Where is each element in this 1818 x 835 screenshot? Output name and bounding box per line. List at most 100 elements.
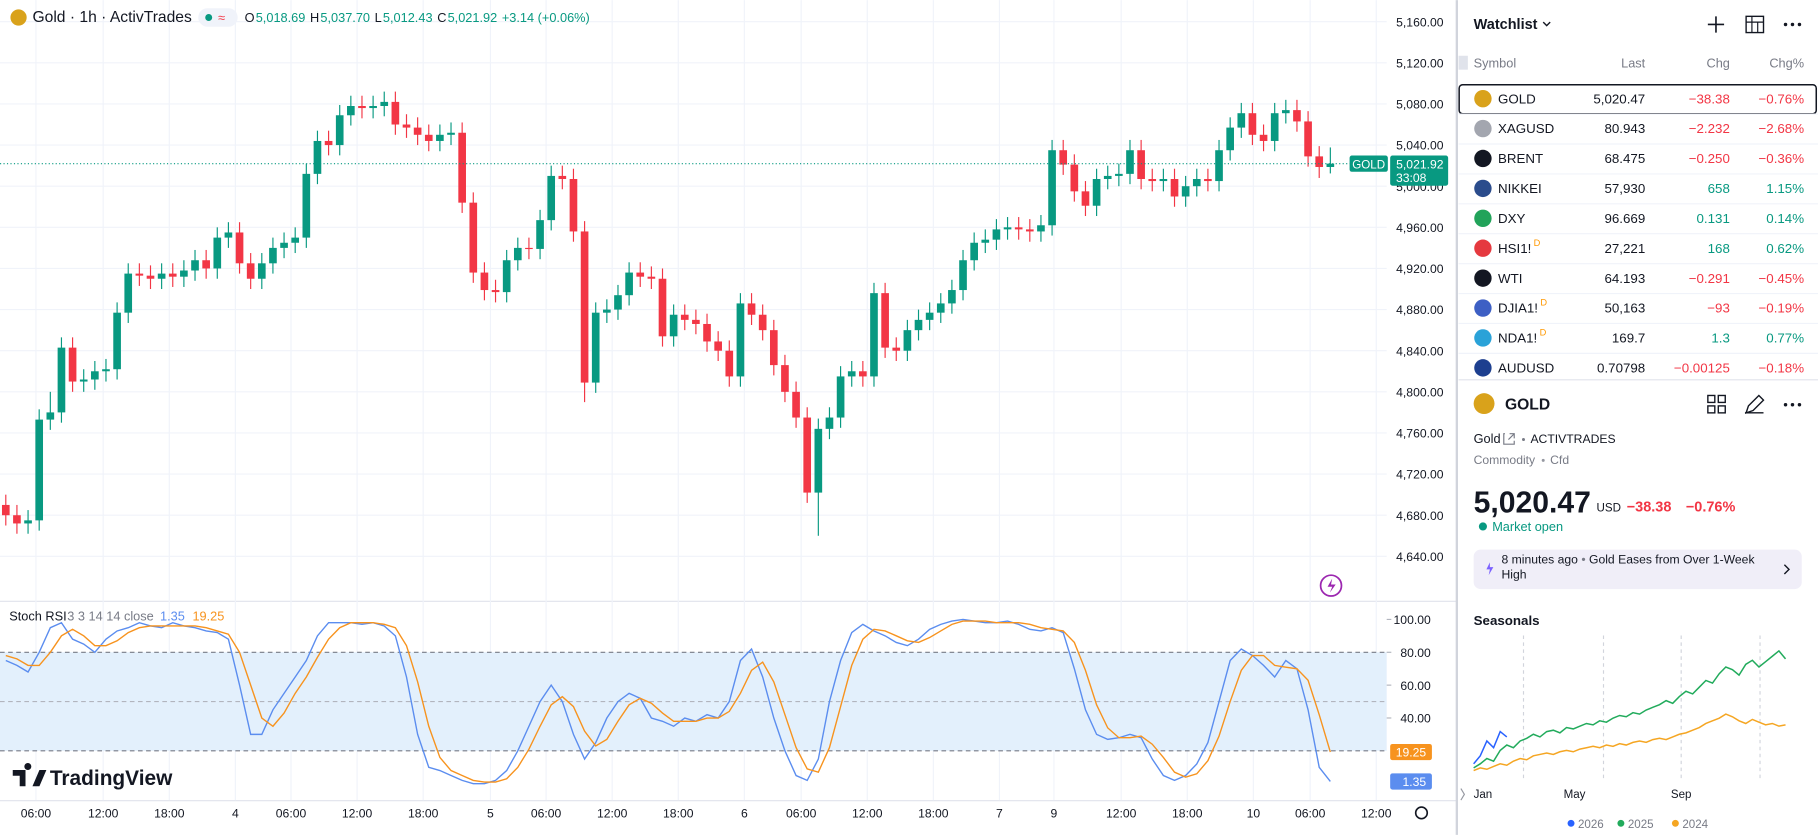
- brand-name[interactable]: TradingView: [50, 767, 173, 790]
- candle-body: [146, 275, 155, 279]
- watchlist-dropdown[interactable]: [1542, 21, 1551, 27]
- details-grid-icon[interactable]: [1707, 394, 1726, 414]
- candle-body: [1048, 150, 1056, 226]
- candle-body: [647, 276, 656, 279]
- collapse-arrow[interactable]: [1460, 788, 1466, 801]
- candle-body: [1237, 113, 1246, 128]
- candle-body: [168, 273, 177, 277]
- add-symbol-icon[interactable]: [1707, 16, 1725, 33]
- candle-body: [246, 263, 255, 279]
- legend-label: 2025: [1628, 819, 1654, 831]
- row-last: 169.7: [1612, 331, 1645, 346]
- symbol-icon: [1474, 269, 1492, 287]
- candle-body: [1259, 134, 1268, 141]
- status-pill[interactable]: [198, 8, 238, 27]
- price-tick-label: 4,960.00: [1396, 221, 1444, 235]
- candle-body: [257, 263, 266, 279]
- column-header: Symbol: [1474, 55, 1517, 70]
- row-last: 68.475: [1604, 151, 1645, 166]
- more-icon[interactable]: [1783, 22, 1802, 27]
- candle-body: [1059, 150, 1068, 165]
- stoch-tick-label: 100.00: [1394, 613, 1431, 627]
- indicator-value-text: 19.25: [1396, 746, 1427, 760]
- separator-dot: [1541, 458, 1545, 462]
- layout-icon[interactable]: [1745, 15, 1765, 34]
- row-symbol: XAGUSD: [1498, 121, 1554, 136]
- news-icon: [1486, 562, 1494, 576]
- row-last: 96.669: [1604, 211, 1645, 226]
- candle-body: [948, 290, 956, 304]
- row-last: 64.193: [1604, 271, 1645, 286]
- symbol-icon: [1474, 299, 1492, 317]
- ohlc-value: 5,037.70: [320, 10, 370, 25]
- series-line: [1473, 713, 1786, 772]
- time-tick-label: 4: [232, 807, 239, 821]
- candle-body: [1025, 229, 1034, 232]
- candle-body: [658, 278, 667, 337]
- row-change: −2.232: [1689, 121, 1730, 136]
- watchlist-title[interactable]: Watchlist: [1474, 17, 1538, 33]
- seasonals-title[interactable]: Seasonals: [1474, 613, 1540, 628]
- candle-body: [914, 319, 923, 331]
- details-icon: [1473, 393, 1495, 415]
- candle-body: [480, 272, 489, 291]
- row-badge: D: [1540, 328, 1547, 338]
- row-symbol: WTI: [1498, 271, 1522, 286]
- series-line: [1473, 730, 1508, 765]
- candle-body: [547, 175, 556, 221]
- candle-body: [202, 260, 210, 269]
- indicator-title[interactable]: Stoch RSI: [9, 608, 66, 623]
- candle-body: [1170, 179, 1179, 197]
- candle-body: [736, 303, 745, 377]
- indicator-k-value: 1.35: [160, 608, 185, 623]
- chart-title[interactable]: Gold · 1h · ActivTrades: [32, 9, 192, 26]
- row-change-pct: −2.68%: [1759, 121, 1805, 136]
- row-symbol: DJIA1!: [1498, 301, 1538, 316]
- news-dot: •: [1577, 553, 1589, 568]
- details-type: Commodity: [1474, 453, 1536, 467]
- candle-body: [970, 242, 978, 261]
- row-symbol: GOLD: [1498, 91, 1536, 106]
- time-tick-label: 9: [1051, 807, 1058, 821]
- settings-icon[interactable]: [1414, 806, 1429, 820]
- news-chevron[interactable]: [1783, 564, 1790, 575]
- symbol-icon: [1474, 149, 1492, 168]
- indicator-d-value: 19.25: [192, 608, 224, 623]
- row-change: 168: [1708, 241, 1730, 256]
- candle-body: [35, 419, 44, 521]
- candle-body: [291, 237, 300, 243]
- row-change: −38.38: [1689, 91, 1730, 106]
- candle-body: [692, 319, 700, 324]
- row-change-pct: −0.36%: [1759, 151, 1805, 166]
- candle-body: [1248, 113, 1257, 135]
- news-card[interactable]: [1473, 549, 1802, 590]
- column-handle: [1458, 55, 1468, 70]
- details-symbol[interactable]: GOLD: [1505, 396, 1550, 413]
- candle-body: [458, 132, 466, 203]
- candle-body: [614, 295, 622, 310]
- candle-body: [135, 273, 144, 276]
- news-headline[interactable]: Gold Eases from Over 1-Week High: [1501, 553, 1755, 583]
- time-tick-label: 12:00: [1361, 807, 1392, 821]
- candle-body: [1003, 227, 1012, 230]
- news-time: 8 minutes ago: [1501, 553, 1578, 568]
- marks: [0, 91, 1387, 785]
- alert-icon[interactable]: [1319, 574, 1343, 597]
- row-last: 27,221: [1604, 241, 1645, 256]
- row-symbol: HSI1!: [1498, 241, 1531, 256]
- details-edit-icon[interactable]: [1744, 394, 1765, 414]
- external-link-icon[interactable]: [1503, 433, 1515, 445]
- candle-body: [1137, 150, 1145, 180]
- candle-body: [725, 350, 734, 377]
- row-last: 50,163: [1604, 301, 1645, 316]
- indicator-value-text: 1.35: [1402, 775, 1426, 789]
- candle-body: [769, 330, 778, 366]
- time-tick-label: 10: [1247, 807, 1261, 821]
- legend-label: 2026: [1578, 819, 1604, 831]
- price-tick-label: 4,920.00: [1396, 262, 1444, 276]
- details-more-icon[interactable]: [1783, 403, 1802, 407]
- brand-logo: [12, 763, 47, 787]
- details-name: Gold: [1474, 431, 1501, 446]
- candle-body: [1293, 110, 1301, 122]
- ohlc-label: H: [310, 10, 319, 25]
